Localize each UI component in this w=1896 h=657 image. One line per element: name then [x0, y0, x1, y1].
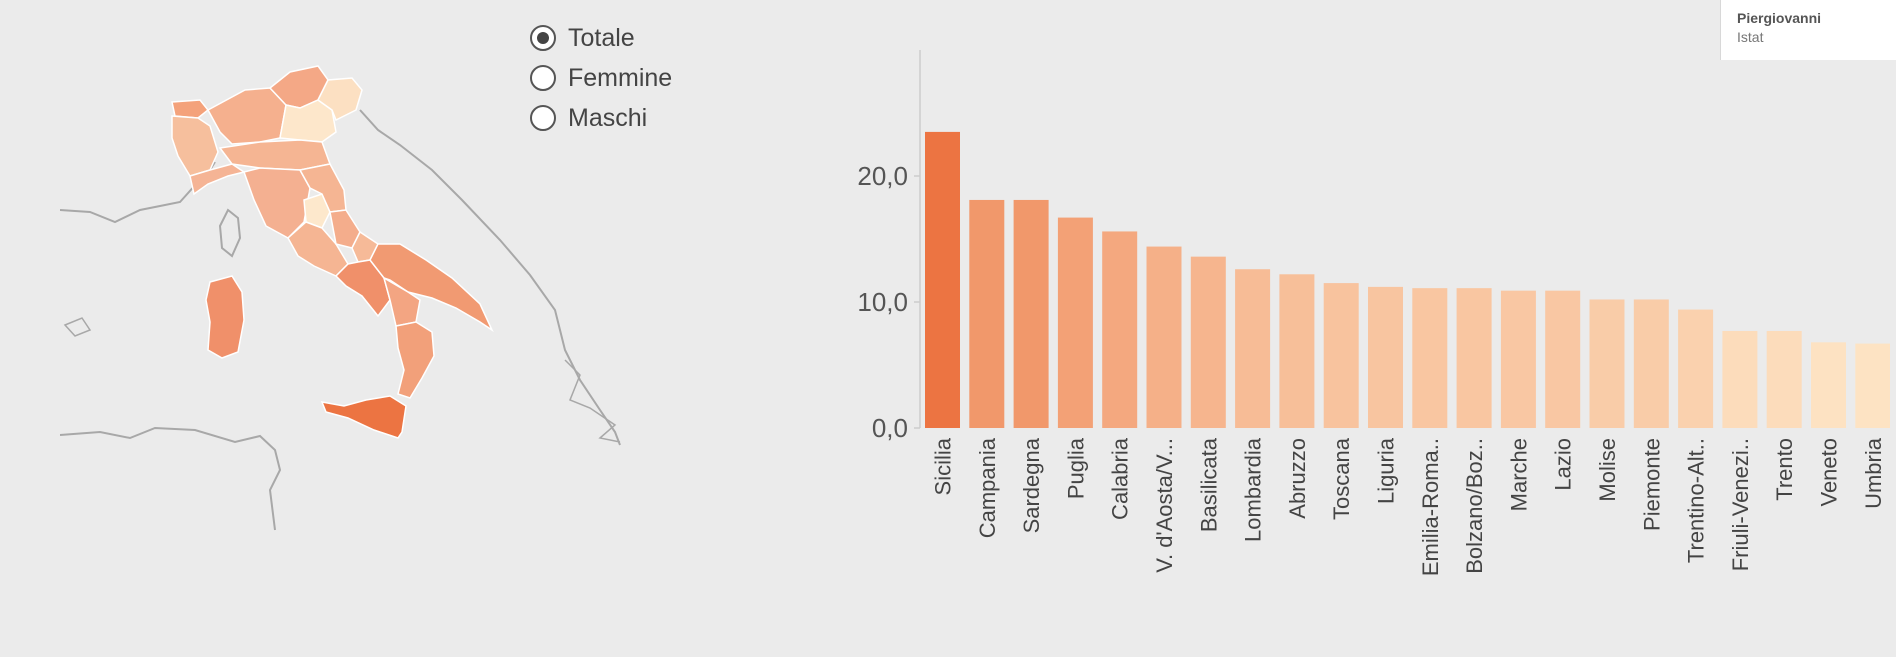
x-tick-label: Calabria — [1108, 437, 1133, 520]
filter-option-femmine[interactable]: Femmine — [530, 58, 672, 98]
bar[interactable] — [1722, 330, 1758, 428]
region-valle-daosta[interactable] — [171, 99, 210, 119]
italy-map-svg — [60, 65, 621, 531]
y-tick-label: 0,0 — [872, 413, 908, 443]
bar[interactable] — [1766, 330, 1802, 428]
x-tick-label: Molise — [1595, 438, 1620, 502]
x-tick-label: Umbria — [1861, 437, 1886, 509]
gender-filter[interactable]: Totale Femmine Maschi — [530, 18, 672, 138]
x-tick-label: Piemonte — [1639, 438, 1664, 531]
filter-option-label: Maschi — [568, 103, 648, 132]
radio-unchecked-icon[interactable] — [530, 105, 556, 131]
bar[interactable] — [1412, 288, 1448, 428]
bar[interactable] — [1190, 256, 1226, 428]
bar[interactable] — [1589, 299, 1625, 428]
bar[interactable] — [1057, 217, 1093, 428]
bar[interactable] — [1235, 269, 1271, 428]
region-umbria[interactable] — [303, 193, 331, 229]
region-veneto[interactable] — [279, 99, 337, 143]
filter-option-totale[interactable]: Totale — [530, 18, 672, 58]
x-tick-label: Toscana — [1329, 437, 1354, 520]
italy-regions — [171, 65, 494, 439]
bar[interactable] — [1456, 288, 1492, 428]
bar[interactable] — [1323, 283, 1359, 428]
x-tick-label: Bolzano/Boz.. — [1462, 438, 1487, 574]
bar[interactable] — [1500, 290, 1536, 428]
region-calabria[interactable] — [395, 321, 435, 399]
region-lombardia[interactable] — [206, 87, 287, 145]
region-sardegna[interactable] — [205, 275, 245, 359]
region-liguria[interactable] — [189, 163, 246, 196]
radio-checked-icon[interactable] — [530, 25, 556, 51]
bar[interactable] — [1633, 299, 1669, 428]
x-tick-label: Sardegna — [1019, 437, 1044, 533]
bar[interactable] — [1146, 246, 1182, 428]
bar[interactable] — [1678, 309, 1714, 428]
x-tick-label: Lombardia — [1241, 437, 1266, 542]
coastline-greece — [564, 359, 621, 443]
coastline-africa — [60, 426, 282, 531]
bar[interactable] — [1811, 342, 1846, 428]
region-piemonte[interactable] — [171, 115, 219, 177]
bar[interactable] — [1855, 343, 1890, 428]
italy-map[interactable] — [60, 60, 750, 650]
author-name: Piergiovanni — [1737, 10, 1822, 26]
region-emilia[interactable] — [218, 139, 332, 171]
x-tick-label: Abruzzo — [1285, 438, 1310, 519]
filter-option-label: Femmine — [568, 63, 673, 92]
x-tick-label: Sicilia — [931, 437, 956, 495]
x-tick-label: Liguria — [1374, 437, 1399, 504]
bar-chart: 0,0 10,0 20,0 Sicilia Campania Sardegna Puglia… — [857, 50, 1890, 576]
radio-unchecked-icon[interactable] — [530, 65, 556, 91]
region-sicilia[interactable] — [320, 395, 407, 439]
y-tick-label: 10,0 — [857, 287, 908, 317]
island-small — [63, 317, 92, 337]
x-tick-label: V. d'Aosta/V... — [1152, 438, 1177, 573]
bar[interactable] — [1545, 290, 1581, 428]
x-tick-label: Veneto — [1817, 438, 1842, 507]
region-toscana[interactable] — [243, 167, 311, 239]
bar[interactable] — [1102, 231, 1138, 428]
x-tick-label: Trentino-Alt.. — [1684, 438, 1709, 563]
corsica-island — [218, 208, 242, 258]
filter-option-label: Totale — [568, 23, 635, 52]
x-tick-label: Friuli-Venezi.. — [1728, 438, 1753, 571]
y-tick-label: 20,0 — [857, 161, 908, 191]
author-credit: Piergiovanni Istat — [1720, 0, 1896, 60]
bar[interactable] — [1368, 286, 1403, 428]
x-tick-label: Marche — [1506, 438, 1531, 511]
x-tick-label: Puglia — [1063, 437, 1088, 499]
x-tick-label: Emilia-Roma.. — [1418, 438, 1443, 576]
x-tick-label: Lazio — [1551, 438, 1576, 491]
bar[interactable] — [1279, 274, 1315, 428]
x-tick-label: Basilicata — [1196, 437, 1221, 532]
bar[interactable] — [969, 199, 1005, 428]
coastline-balkans — [359, 109, 621, 446]
x-tick-label: Trento — [1772, 438, 1797, 501]
bar[interactable] — [925, 131, 960, 428]
author-organization: Istat — [1737, 29, 1764, 45]
filter-option-maschi[interactable]: Maschi — [530, 98, 672, 138]
x-tick-label: Campania — [975, 437, 1000, 538]
bar[interactable] — [1013, 199, 1049, 428]
region-friuli[interactable] — [317, 77, 363, 122]
